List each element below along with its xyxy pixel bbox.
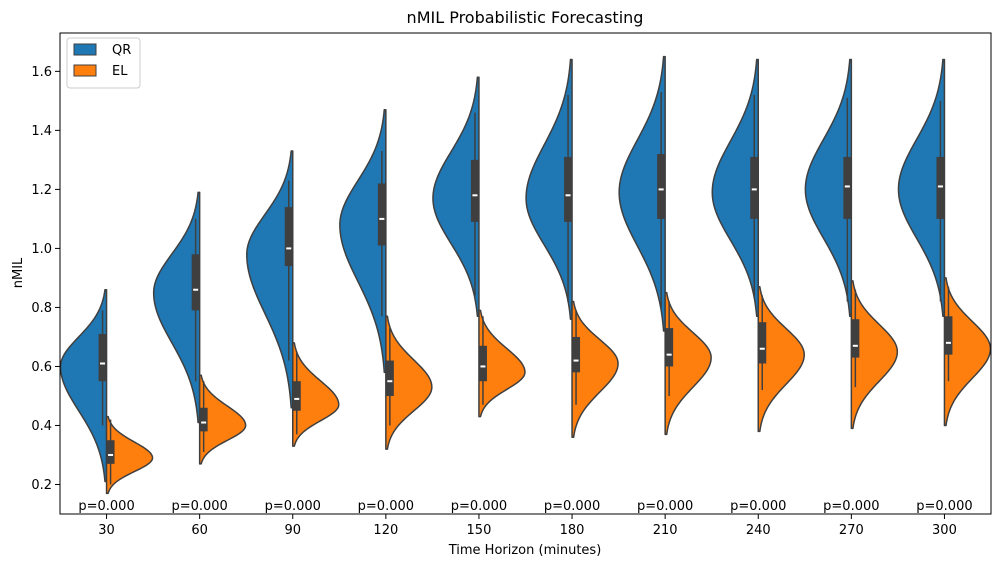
p-value-120: p=0.000 — [358, 499, 414, 514]
violin-qr-240 — [711, 58, 759, 318]
violin-el-90 — [292, 342, 340, 447]
violin-qr-30 — [59, 288, 108, 483]
p-value-300: p=0.000 — [916, 499, 972, 514]
iqr-box-qr-240 — [750, 156, 759, 219]
y-tick-label: 1.0 — [31, 242, 52, 257]
iqr-box-qr-30 — [98, 333, 107, 382]
iqr-box-el-90 — [292, 381, 301, 411]
violin-qr-150 — [432, 76, 480, 318]
iqr-box-qr-300 — [936, 156, 945, 219]
iqr-box-qr-180 — [564, 156, 573, 222]
iqr-box-el-240 — [758, 322, 767, 364]
violin-qr-180 — [525, 58, 573, 320]
legend-swatch-qr — [73, 43, 97, 56]
x-tick-label: 240 — [746, 523, 771, 538]
violin-el-120 — [385, 315, 433, 450]
y-tick-label: 0.2 — [31, 478, 52, 493]
x-tick-label: 150 — [467, 523, 492, 538]
iqr-box-el-180 — [572, 336, 581, 373]
iqr-box-el-30 — [106, 440, 115, 464]
iqr-box-qr-210 — [657, 153, 666, 219]
x-tick-label: 120 — [373, 523, 398, 538]
y-axis-label: nMIL — [11, 257, 26, 288]
p-value-210: p=0.000 — [637, 499, 693, 514]
p-value-270: p=0.000 — [823, 499, 879, 514]
y-tick-label: 1.2 — [31, 183, 52, 198]
violin-qr-300 — [897, 58, 946, 318]
violin-el-30 — [105, 415, 154, 495]
violin-el-150 — [478, 309, 526, 418]
p-value-annotations: p=0.000 p=0.000 p=0.000 p=0.000 p=0.000 p=0.0… — [78, 499, 972, 514]
iqr-box-el-270 — [851, 319, 860, 358]
x-tick-label: 210 — [653, 523, 678, 538]
violin-el-180 — [571, 300, 619, 439]
p-value-90: p=0.000 — [265, 499, 321, 514]
violin-el-300 — [943, 277, 992, 427]
iqr-box-el-210 — [665, 328, 674, 367]
p-value-180: p=0.000 — [544, 499, 600, 514]
p-value-30: p=0.000 — [78, 499, 134, 514]
p-value-60: p=0.000 — [171, 499, 227, 514]
iqr-box-qr-150 — [470, 159, 479, 222]
y-tick-label: 1.6 — [31, 65, 52, 80]
x-tick-label: 270 — [839, 523, 864, 538]
legend: QR EL — [66, 37, 141, 89]
violin-qr-210 — [618, 55, 666, 332]
legend-label-el: EL — [112, 64, 128, 79]
p-value-150: p=0.000 — [451, 499, 507, 514]
legend-label-qr: QR — [112, 43, 131, 58]
iqr-box-qr-90 — [284, 207, 293, 267]
violin-el-270 — [850, 280, 899, 430]
violin-qr-60 — [152, 191, 201, 424]
iqr-box-qr-270 — [843, 156, 852, 219]
y-tick-label: 0.4 — [31, 419, 52, 434]
x-axis-label: Time Horizon (minutes) — [448, 543, 602, 558]
x-tick-label: 60 — [191, 523, 208, 538]
y-axis-ticks: 0.2 0.4 0.6 0.8 1.0 1.2 1.4 1.6 — [31, 65, 60, 493]
y-tick-label: 0.6 — [31, 360, 52, 375]
plot-area-frame — [59, 32, 992, 515]
iqr-box-el-120 — [385, 360, 394, 396]
x-tick-label: 90 — [284, 523, 301, 538]
violin-qr-270 — [804, 58, 853, 318]
p-value-240: p=0.000 — [730, 499, 786, 514]
x-tick-label: 180 — [560, 523, 585, 538]
x-tick-label: 300 — [932, 523, 957, 538]
violins-layer — [59, 55, 992, 495]
y-tick-label: 1.4 — [31, 124, 52, 139]
violin-el-240 — [757, 286, 805, 433]
iqr-box-el-300 — [944, 316, 953, 355]
violin-qr-90 — [246, 150, 294, 409]
iqr-box-el-150 — [478, 345, 487, 382]
y-tick-label: 0.8 — [31, 301, 52, 316]
iqr-box-qr-120 — [377, 183, 386, 246]
iqr-box-el-60 — [199, 407, 208, 432]
violin-el-60 — [198, 374, 247, 465]
x-axis-ticks: 30 60 90 120 150 180 210 240 270 300 — [98, 514, 957, 538]
violin-el-210 — [664, 291, 712, 436]
iqr-box-qr-60 — [191, 254, 200, 311]
chart-title: nMIL Probabilistic Forecasting — [407, 8, 644, 27]
legend-swatch-el — [73, 64, 97, 77]
x-tick-label: 30 — [98, 523, 115, 538]
violin-qr-120 — [339, 108, 387, 374]
